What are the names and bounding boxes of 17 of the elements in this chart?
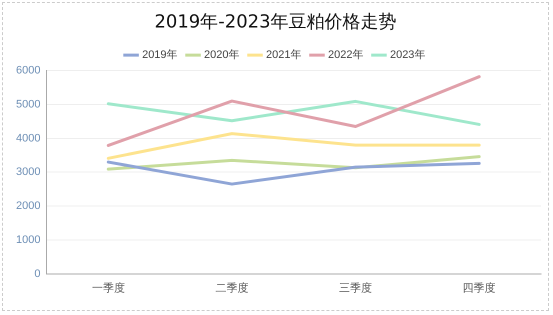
legend-label: 2019年 [142, 49, 178, 62]
y-tick-label: 4000 [16, 132, 40, 144]
legend-label: 2021年 [266, 49, 302, 62]
y-tick-label: 6000 [16, 64, 40, 77]
x-tick-label: 一季度 [92, 281, 125, 294]
x-tick-label: 二季度 [215, 281, 248, 294]
chart-title: 2019年-2023年豆粕价格走势 [154, 11, 397, 32]
x-tick-label: 三季度 [339, 281, 372, 294]
legend-label: 2023年 [390, 49, 426, 62]
y-tick-label: 0 [34, 268, 40, 280]
y-tick-label: 1000 [16, 234, 40, 246]
legend-label: 2022年 [328, 49, 364, 62]
y-tick-label: 2000 [16, 200, 40, 212]
x-tick-label: 四季度 [462, 281, 496, 294]
y-tick-label: 5000 [16, 98, 40, 110]
legend-label: 2020年 [204, 49, 240, 62]
y-tick-label: 3000 [16, 166, 40, 178]
